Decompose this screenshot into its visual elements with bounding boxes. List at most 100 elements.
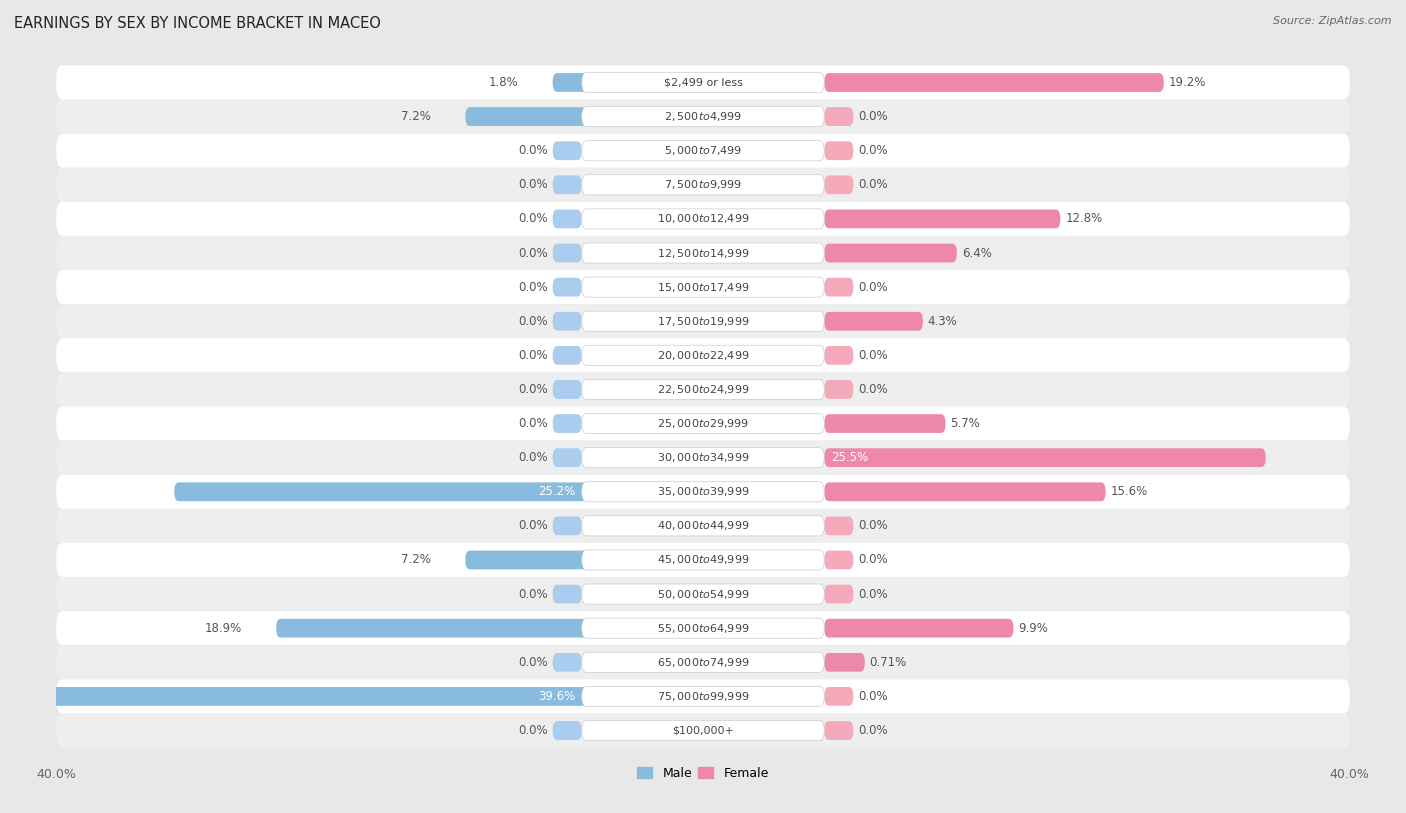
FancyBboxPatch shape xyxy=(56,441,1350,475)
Text: 0.0%: 0.0% xyxy=(519,724,548,737)
Text: $100,000+: $100,000+ xyxy=(672,725,734,736)
FancyBboxPatch shape xyxy=(56,133,1350,167)
Text: 0.0%: 0.0% xyxy=(858,554,887,567)
Text: $17,500 to $19,999: $17,500 to $19,999 xyxy=(657,315,749,328)
FancyBboxPatch shape xyxy=(582,720,824,741)
FancyBboxPatch shape xyxy=(553,448,582,467)
FancyBboxPatch shape xyxy=(553,176,582,194)
Text: Source: ZipAtlas.com: Source: ZipAtlas.com xyxy=(1274,16,1392,26)
FancyBboxPatch shape xyxy=(553,346,582,365)
FancyBboxPatch shape xyxy=(824,380,853,399)
FancyBboxPatch shape xyxy=(582,652,824,672)
Text: $20,000 to $22,499: $20,000 to $22,499 xyxy=(657,349,749,362)
Text: $75,000 to $99,999: $75,000 to $99,999 xyxy=(657,690,749,703)
FancyBboxPatch shape xyxy=(582,618,824,638)
Text: 5.7%: 5.7% xyxy=(950,417,980,430)
FancyBboxPatch shape xyxy=(582,141,824,161)
FancyBboxPatch shape xyxy=(582,482,824,502)
Text: 0.0%: 0.0% xyxy=(858,724,887,737)
Text: 0.0%: 0.0% xyxy=(519,144,548,157)
FancyBboxPatch shape xyxy=(276,619,610,637)
Text: 9.9%: 9.9% xyxy=(1018,622,1047,635)
FancyBboxPatch shape xyxy=(56,543,1350,577)
FancyBboxPatch shape xyxy=(553,73,610,92)
Text: 7.2%: 7.2% xyxy=(402,110,432,123)
Text: 0.0%: 0.0% xyxy=(519,588,548,601)
FancyBboxPatch shape xyxy=(824,73,1164,92)
FancyBboxPatch shape xyxy=(553,414,582,433)
Text: $55,000 to $64,999: $55,000 to $64,999 xyxy=(657,622,749,635)
Text: 0.0%: 0.0% xyxy=(858,178,887,191)
Text: $22,500 to $24,999: $22,500 to $24,999 xyxy=(657,383,749,396)
FancyBboxPatch shape xyxy=(824,312,922,331)
Text: 0.0%: 0.0% xyxy=(519,315,548,328)
Text: 0.0%: 0.0% xyxy=(858,110,887,123)
FancyBboxPatch shape xyxy=(824,414,945,433)
FancyBboxPatch shape xyxy=(824,448,1265,467)
FancyBboxPatch shape xyxy=(824,278,853,297)
FancyBboxPatch shape xyxy=(553,653,582,672)
Text: 12.8%: 12.8% xyxy=(1066,212,1102,225)
Text: 25.5%: 25.5% xyxy=(831,451,868,464)
FancyBboxPatch shape xyxy=(56,372,1350,406)
Legend: Male, Female: Male, Female xyxy=(633,762,773,785)
FancyBboxPatch shape xyxy=(824,721,853,740)
FancyBboxPatch shape xyxy=(56,680,1350,714)
FancyBboxPatch shape xyxy=(824,653,865,672)
Text: 0.71%: 0.71% xyxy=(870,656,907,669)
Text: 7.2%: 7.2% xyxy=(402,554,432,567)
FancyBboxPatch shape xyxy=(582,346,824,365)
FancyBboxPatch shape xyxy=(553,210,582,228)
Text: 0.0%: 0.0% xyxy=(519,451,548,464)
FancyBboxPatch shape xyxy=(582,448,824,467)
Text: 4.3%: 4.3% xyxy=(928,315,957,328)
Text: 0.0%: 0.0% xyxy=(858,520,887,533)
Text: 0.0%: 0.0% xyxy=(858,588,887,601)
Text: 0.0%: 0.0% xyxy=(519,212,548,225)
FancyBboxPatch shape xyxy=(582,584,824,604)
FancyBboxPatch shape xyxy=(56,714,1350,748)
FancyBboxPatch shape xyxy=(56,167,1350,202)
FancyBboxPatch shape xyxy=(824,244,957,263)
FancyBboxPatch shape xyxy=(56,406,1350,441)
Text: 39.6%: 39.6% xyxy=(538,690,575,703)
FancyBboxPatch shape xyxy=(824,107,853,126)
Text: EARNINGS BY SEX BY INCOME BRACKET IN MACEO: EARNINGS BY SEX BY INCOME BRACKET IN MAC… xyxy=(14,16,381,31)
FancyBboxPatch shape xyxy=(553,244,582,263)
Text: 19.2%: 19.2% xyxy=(1168,76,1206,89)
Text: 0.0%: 0.0% xyxy=(519,280,548,293)
Text: 6.4%: 6.4% xyxy=(962,246,991,259)
FancyBboxPatch shape xyxy=(56,304,1350,338)
FancyBboxPatch shape xyxy=(824,516,853,535)
FancyBboxPatch shape xyxy=(56,236,1350,270)
FancyBboxPatch shape xyxy=(465,550,610,569)
Text: 0.0%: 0.0% xyxy=(519,246,548,259)
FancyBboxPatch shape xyxy=(553,585,582,603)
Text: $7,500 to $9,999: $7,500 to $9,999 xyxy=(664,178,742,191)
Text: $50,000 to $54,999: $50,000 to $54,999 xyxy=(657,588,749,601)
FancyBboxPatch shape xyxy=(824,176,853,194)
Text: 0.0%: 0.0% xyxy=(519,656,548,669)
FancyBboxPatch shape xyxy=(582,311,824,331)
FancyBboxPatch shape xyxy=(582,550,824,570)
FancyBboxPatch shape xyxy=(56,202,1350,236)
FancyBboxPatch shape xyxy=(824,141,853,160)
FancyBboxPatch shape xyxy=(582,380,824,399)
FancyBboxPatch shape xyxy=(0,687,610,706)
FancyBboxPatch shape xyxy=(582,414,824,433)
FancyBboxPatch shape xyxy=(582,72,824,93)
FancyBboxPatch shape xyxy=(824,550,853,569)
Text: 15.6%: 15.6% xyxy=(1111,485,1147,498)
Text: $45,000 to $49,999: $45,000 to $49,999 xyxy=(657,554,749,567)
Text: $5,000 to $7,499: $5,000 to $7,499 xyxy=(664,144,742,157)
Text: 0.0%: 0.0% xyxy=(858,383,887,396)
Text: 18.9%: 18.9% xyxy=(205,622,242,635)
FancyBboxPatch shape xyxy=(582,515,824,536)
FancyBboxPatch shape xyxy=(824,585,853,603)
FancyBboxPatch shape xyxy=(56,509,1350,543)
Text: $10,000 to $12,499: $10,000 to $12,499 xyxy=(657,212,749,225)
Text: 0.0%: 0.0% xyxy=(519,383,548,396)
Text: $40,000 to $44,999: $40,000 to $44,999 xyxy=(657,520,749,533)
Text: 0.0%: 0.0% xyxy=(858,690,887,703)
Text: 25.2%: 25.2% xyxy=(538,485,575,498)
